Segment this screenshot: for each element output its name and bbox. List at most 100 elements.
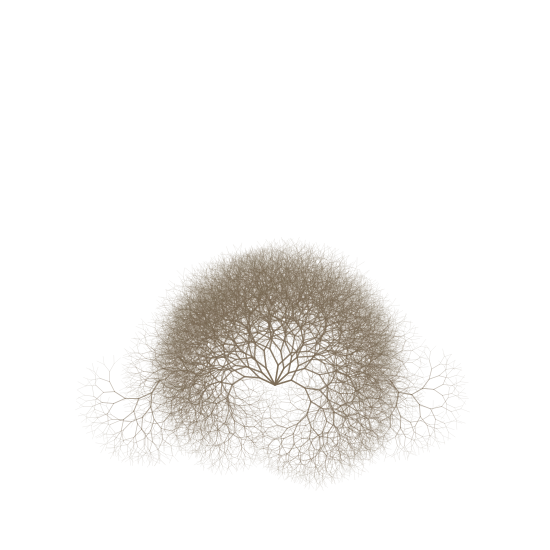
branch-segment — [218, 409, 227, 411]
branch-segment — [356, 261, 365, 267]
branch-segment — [253, 340, 271, 350]
branch-segment — [296, 237, 300, 245]
branch-segment — [201, 346, 214, 349]
branch-segment — [196, 315, 199, 323]
branch-segment — [181, 396, 189, 400]
branch-segment — [370, 284, 378, 290]
branch-segment — [202, 317, 207, 325]
branch-segment — [242, 389, 252, 391]
branch-segment — [244, 405, 250, 412]
branch-segment — [233, 386, 243, 391]
branch-segment — [196, 347, 205, 357]
branch-segment — [361, 269, 370, 276]
branch-segment — [181, 338, 189, 347]
branch-segment — [167, 373, 176, 376]
branch-segment — [202, 408, 210, 415]
branch-segment — [187, 317, 191, 326]
branch-segment — [164, 357, 172, 363]
branch-segment — [177, 344, 179, 354]
branch-segment — [180, 324, 185, 332]
branch-segment — [166, 337, 175, 341]
branch-segment — [179, 361, 189, 365]
branch-segment — [177, 377, 187, 380]
branch-segment — [236, 414, 241, 423]
branch-segment — [181, 380, 187, 388]
branch-segment — [177, 380, 187, 385]
branch-segment — [176, 358, 184, 363]
branch-segment — [251, 399, 259, 404]
branch-segment — [182, 383, 186, 391]
branch-segment — [170, 378, 178, 383]
branch-segment — [178, 396, 187, 398]
branch-segment — [181, 377, 187, 385]
branch-segment — [344, 255, 350, 262]
branch-segment — [199, 400, 203, 410]
branch-segment — [390, 304, 400, 306]
branch-segment — [175, 383, 183, 388]
branch-segment — [191, 386, 194, 396]
branch-segment — [251, 383, 258, 391]
branch-segment — [216, 394, 223, 401]
branch-segment — [184, 379, 187, 388]
branch-segment — [227, 345, 240, 356]
branch-segment — [241, 409, 246, 417]
branch-segment — [228, 398, 236, 407]
branch-segment — [176, 359, 185, 365]
branch-segment — [259, 393, 263, 402]
branch-segment — [213, 366, 224, 376]
branch-segment — [175, 342, 180, 348]
branch-segment — [189, 324, 197, 331]
branch-segment — [185, 396, 189, 404]
branch-segment — [182, 354, 189, 362]
branch-segment — [168, 331, 175, 338]
branch-segment — [205, 412, 213, 418]
branch-segment — [235, 395, 244, 402]
branch-segment — [174, 361, 184, 365]
branch-segment — [243, 407, 250, 415]
branch-segment — [180, 398, 186, 406]
branch-segment — [202, 394, 210, 398]
branch-segment — [209, 385, 214, 393]
branch-segment — [256, 399, 261, 407]
branch-segment — [256, 397, 265, 401]
branch-segment — [216, 413, 220, 423]
branch-segment — [196, 409, 205, 411]
branch-segment — [179, 378, 187, 382]
branch-segment — [222, 354, 229, 368]
branch-segment — [167, 338, 173, 345]
branch-segment — [238, 340, 255, 347]
branch-segment — [191, 346, 202, 353]
branch-segment — [232, 244, 237, 252]
branch-segment — [195, 401, 197, 411]
branch-segment — [232, 414, 237, 423]
branch-segment — [222, 400, 225, 408]
branch-segment — [167, 380, 175, 383]
branch-segment — [182, 396, 187, 404]
branch-segment — [171, 381, 178, 387]
branch-segment — [165, 371, 173, 377]
branch-segment — [174, 384, 183, 388]
branch-segment — [320, 244, 325, 252]
branch-segment — [195, 322, 199, 331]
branch-segment — [200, 384, 202, 394]
branch-segment — [233, 412, 236, 421]
branch-segment — [284, 388, 293, 390]
branch-segment — [194, 386, 204, 391]
branch-segment — [171, 386, 180, 388]
branch-segment — [182, 354, 184, 363]
branch-segment — [207, 402, 209, 411]
branch-segment — [166, 361, 175, 365]
branch-segment — [176, 380, 186, 383]
branch-segment — [242, 390, 249, 398]
branch-segment — [172, 373, 178, 382]
branch-segment — [259, 391, 268, 394]
branch-segment — [211, 413, 220, 415]
branch-segment — [169, 380, 178, 384]
branch-segment — [189, 405, 193, 414]
branch-segment — [177, 352, 185, 360]
branch-segment — [160, 364, 168, 369]
branch-segment — [175, 373, 184, 376]
branch-segment — [182, 367, 184, 377]
branch-segment — [179, 371, 190, 375]
